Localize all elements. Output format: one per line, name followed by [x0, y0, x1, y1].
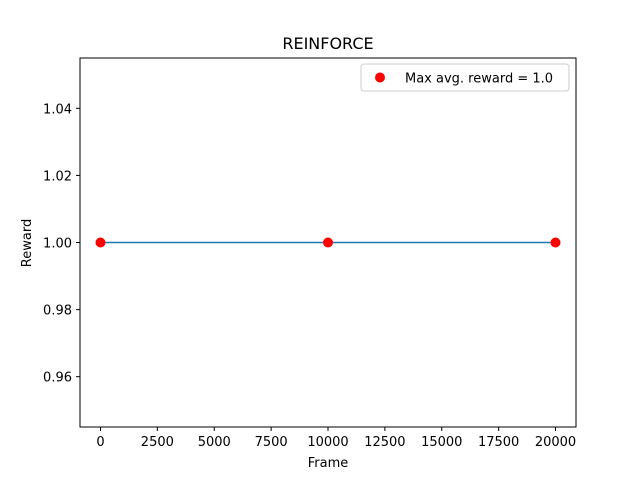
- y-tick-label: 0.96: [43, 371, 72, 386]
- legend-marker: [375, 72, 385, 83]
- y-tick-label: 1.00: [43, 237, 72, 252]
- x-tick-label: 5000: [198, 435, 231, 450]
- x-tick-label: 17500: [478, 435, 519, 450]
- x-tick-label: 20000: [535, 435, 576, 450]
- x-tick-label: 12500: [364, 435, 405, 450]
- x-tick-label: 2500: [141, 435, 174, 450]
- y-tick-label: 0.98: [43, 304, 72, 319]
- x-tick-label: 15000: [421, 435, 462, 450]
- y-tick-label: 1.02: [43, 169, 72, 184]
- x-tick-label: 7500: [255, 435, 288, 450]
- x-axis-label: Frame: [308, 456, 349, 471]
- legend-box: [360, 63, 570, 92]
- y-tick-label: 1.04: [43, 102, 72, 117]
- x-tick-label: 0: [96, 435, 104, 450]
- legend-label: Max avg. reward = 1.0: [405, 72, 553, 87]
- chart-title: REINFORCE: [282, 34, 373, 53]
- data-point: [550, 237, 561, 248]
- y-axis-label: Reward: [20, 219, 35, 267]
- plot-area: 0 2500 5000 7500 10000 12500 15000 17500 20000 0.…: [43, 57, 577, 450]
- data-point: [323, 237, 333, 248]
- x-tick-label: 10000: [307, 435, 348, 450]
- data-point: [95, 237, 106, 248]
- legend: Max avg. reward = 1.0: [360, 63, 570, 92]
